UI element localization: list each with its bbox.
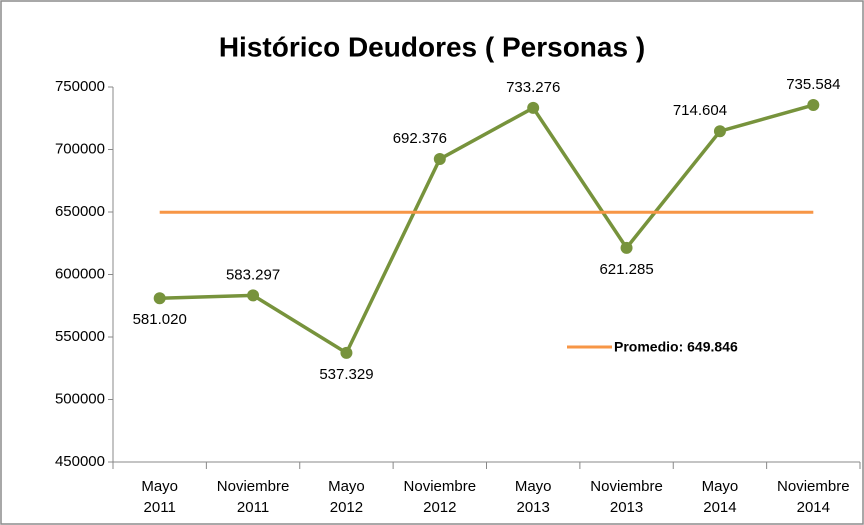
data-point [433, 153, 446, 166]
data-point [620, 241, 633, 254]
y-tick-label: 550000 [55, 328, 105, 345]
data-label: 714.604 [673, 102, 727, 119]
legend-label: Promedio: 649.846 [614, 339, 738, 355]
data-label: 537.329 [319, 366, 373, 383]
series-line [159, 103, 814, 356]
x-tick-label: Noviembre 2011 [216, 478, 290, 516]
data-point [713, 125, 726, 138]
x-tick-label: Mayo 2011 [141, 478, 179, 516]
x-tick-label: Mayo 2013 [514, 478, 552, 516]
data-point [807, 99, 820, 112]
data-point [340, 346, 353, 359]
y-tick-label: 700000 [55, 140, 105, 157]
data-label: 581.020 [133, 311, 187, 328]
y-tick-label: 500000 [55, 390, 105, 407]
y-tick-label: 450000 [55, 453, 105, 470]
data-label: 583.297 [226, 266, 280, 283]
x-tick-label: Noviembre 2014 [777, 478, 850, 516]
x-tick-label: Noviembre 2012 [403, 478, 477, 516]
y-tick-label: 600000 [55, 265, 105, 282]
data-point [527, 101, 540, 114]
data-label: 621.285 [599, 261, 653, 278]
data-label: 692.376 [393, 130, 447, 147]
y-tick-label: 650000 [55, 203, 105, 220]
data-point [247, 289, 260, 302]
data-label: 735.584 [786, 76, 840, 93]
x-tick-label: Mayo 2012 [328, 478, 365, 516]
data-label: 733.276 [506, 79, 560, 96]
x-tick-label: Noviembre 2013 [590, 478, 663, 516]
chart-title: Histórico Deudores ( Personas ) [219, 31, 645, 62]
x-tick-label: Mayo 2014 [701, 478, 739, 516]
y-tick-label: 750000 [55, 78, 105, 95]
data-point [153, 292, 166, 305]
